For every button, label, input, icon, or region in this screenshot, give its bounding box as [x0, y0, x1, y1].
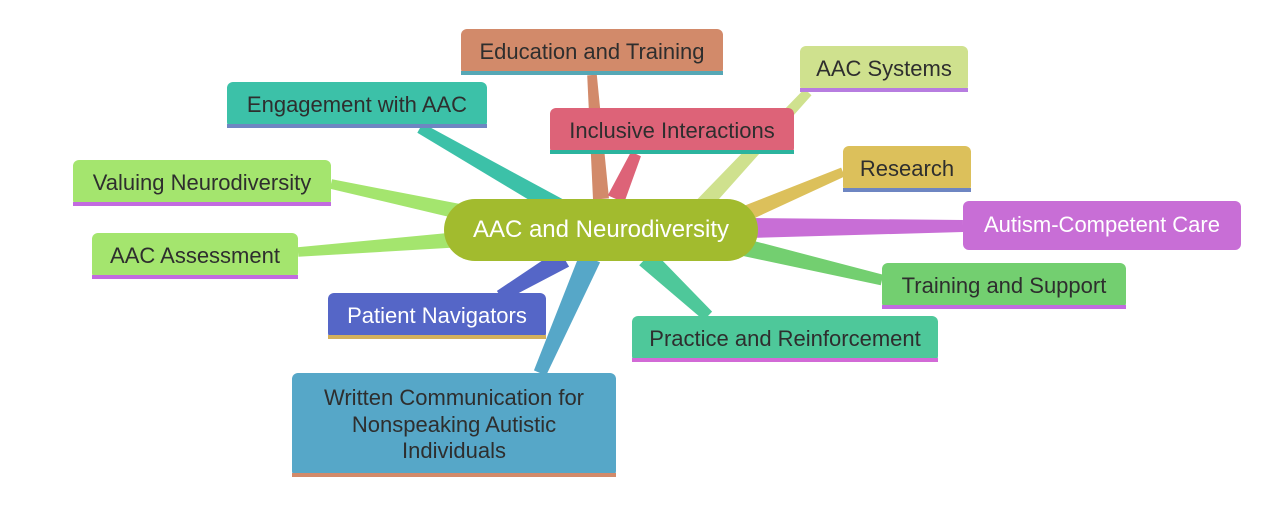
- node-label: Valuing Neurodiversity: [93, 170, 311, 196]
- node-research[interactable]: Research: [843, 146, 971, 192]
- node-label: Patient Navigators: [347, 303, 527, 329]
- node-education-training[interactable]: Education and Training: [461, 29, 723, 75]
- node-label: Engagement with AAC: [247, 92, 467, 118]
- node-underline: [292, 473, 616, 477]
- node-inclusive-interactions[interactable]: Inclusive Interactions: [550, 108, 794, 154]
- node-underline: [632, 358, 938, 362]
- node-underline: [550, 150, 794, 154]
- node-underline: [92, 275, 298, 279]
- node-engagement-aac[interactable]: Engagement with AAC: [227, 82, 487, 128]
- node-patient-navigators[interactable]: Patient Navigators: [328, 293, 546, 339]
- node-label: AAC Systems: [816, 56, 952, 82]
- node-label: Research: [860, 156, 954, 182]
- node-underline: [882, 305, 1126, 309]
- node-label: AAC and Neurodiversity: [473, 216, 729, 245]
- node-label: Inclusive Interactions: [569, 118, 774, 144]
- node-underline: [843, 188, 971, 192]
- node-practice-reinforcement[interactable]: Practice and Reinforcement: [632, 316, 938, 362]
- node-label: AAC Assessment: [110, 243, 280, 269]
- node-label: Training and Support: [902, 273, 1107, 299]
- node-autism-competent-care[interactable]: Autism-Competent Care: [963, 201, 1241, 250]
- node-underline: [73, 202, 331, 206]
- node-underline: [800, 88, 968, 92]
- node-label: Written Communication for Nonspeaking Au…: [324, 385, 584, 464]
- node-label: Autism-Competent Care: [984, 212, 1220, 238]
- node-aac-assessment[interactable]: AAC Assessment: [92, 233, 298, 279]
- node-label: Education and Training: [479, 39, 704, 65]
- node-label: Practice and Reinforcement: [649, 326, 920, 352]
- node-training-support[interactable]: Training and Support: [882, 263, 1126, 309]
- node-written-communication[interactable]: Written Communication for Nonspeaking Au…: [292, 373, 616, 477]
- node-underline: [227, 124, 487, 128]
- node-valuing-neurodiversity[interactable]: Valuing Neurodiversity: [73, 160, 331, 206]
- node-center[interactable]: AAC and Neurodiversity: [444, 199, 758, 261]
- node-underline: [461, 71, 723, 75]
- node-underline: [328, 335, 546, 339]
- node-aac-systems[interactable]: AAC Systems: [800, 46, 968, 92]
